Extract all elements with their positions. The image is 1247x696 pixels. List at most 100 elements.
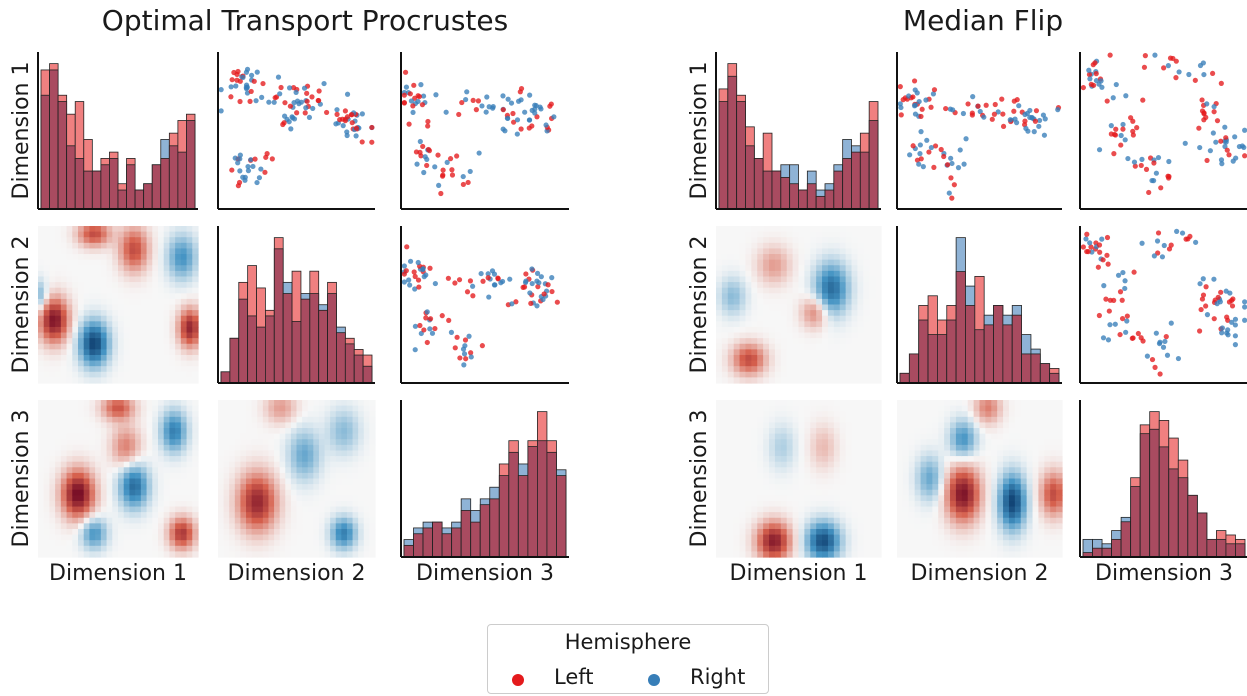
density-cell xyxy=(833,298,841,306)
density-cell xyxy=(851,332,859,339)
density-cell xyxy=(49,354,56,362)
density-cell xyxy=(118,450,125,457)
density-cell xyxy=(851,489,859,496)
density-cell xyxy=(83,293,91,300)
density-cell xyxy=(745,428,752,435)
density-cell xyxy=(335,444,342,452)
density-cell xyxy=(223,489,230,496)
density-cell xyxy=(358,517,365,524)
density-cell xyxy=(798,484,805,491)
scatter-point-left xyxy=(1152,364,1158,370)
scatter-point-right xyxy=(523,278,529,284)
density-cell xyxy=(721,478,729,485)
density-cell xyxy=(839,298,847,306)
density-cell xyxy=(745,517,752,524)
density-cell xyxy=(822,439,829,446)
density-cell xyxy=(49,360,56,367)
density-cell xyxy=(822,371,829,378)
density-cell xyxy=(218,411,225,418)
density-cell xyxy=(89,456,96,463)
density-cell xyxy=(780,242,788,250)
scatter-point-left xyxy=(262,169,268,175)
density-cell xyxy=(163,540,171,547)
density-cell xyxy=(296,416,303,424)
density-cell xyxy=(786,349,794,356)
hist-bar-overlap xyxy=(780,176,791,210)
density-cell xyxy=(180,282,188,289)
density-cell xyxy=(763,478,770,485)
density-cell xyxy=(246,472,253,480)
scatter-point-left xyxy=(353,125,360,131)
density-cell xyxy=(851,366,859,373)
density-cell xyxy=(279,444,286,452)
density-cell xyxy=(733,321,741,328)
density-cell xyxy=(774,523,782,530)
x-axis-label: Dimension 1 xyxy=(49,561,187,586)
density-cell xyxy=(49,310,56,317)
density-cell xyxy=(302,461,309,468)
density-cell xyxy=(72,411,79,418)
density-cell xyxy=(78,439,85,446)
density-cell xyxy=(129,360,136,367)
density-cell xyxy=(780,422,788,429)
density-cell xyxy=(240,400,247,407)
density-cell xyxy=(863,349,870,356)
density-cell xyxy=(158,293,165,300)
density-cell xyxy=(845,343,853,350)
density-cell xyxy=(135,276,142,283)
density-cell xyxy=(78,484,85,491)
density-cell xyxy=(95,298,102,306)
density-cell xyxy=(857,545,864,552)
density-cell xyxy=(223,456,230,463)
density-cell xyxy=(146,248,153,255)
density-cell xyxy=(330,456,337,463)
density-cell xyxy=(83,472,91,480)
density-cell xyxy=(169,528,176,536)
density-cell xyxy=(89,428,96,435)
density-cell xyxy=(83,400,91,407)
density-cell xyxy=(83,270,91,278)
density-cell xyxy=(745,349,752,356)
scatter-point-left xyxy=(417,322,423,329)
density-cell xyxy=(774,439,782,446)
density-cell xyxy=(798,338,805,345)
density-cell xyxy=(112,467,119,474)
density-cell xyxy=(897,411,904,418)
density-cell xyxy=(863,332,870,339)
density-cell xyxy=(158,461,165,468)
density-cell xyxy=(60,254,68,261)
density-cell xyxy=(112,226,119,233)
density-cell xyxy=(816,259,823,266)
scatter-point-right xyxy=(505,96,511,102)
panel-r2-c1-density xyxy=(38,226,199,384)
scatter-point-right xyxy=(949,160,955,167)
density-cell xyxy=(774,242,782,250)
density-cell xyxy=(135,332,142,339)
hist-bar-overlap xyxy=(160,158,170,210)
density-cell xyxy=(129,456,136,463)
density-cell xyxy=(95,354,102,362)
density-cell xyxy=(839,540,847,547)
density-cell xyxy=(106,528,113,536)
scatter-point-left xyxy=(941,153,947,160)
density-cell xyxy=(95,349,102,356)
density-cell xyxy=(43,242,51,250)
density-cell xyxy=(769,517,776,524)
density-cell xyxy=(352,467,359,474)
density-cell xyxy=(192,265,199,272)
scatter-point-left xyxy=(1203,284,1209,290)
density-cell xyxy=(123,523,131,530)
density-cell xyxy=(857,259,864,266)
density-cell xyxy=(920,540,928,547)
density-cell xyxy=(875,523,882,530)
density-cell xyxy=(83,349,91,356)
density-cell xyxy=(798,310,805,317)
hist-bar-overlap xyxy=(168,145,179,210)
density-cell xyxy=(169,450,176,457)
density-cell xyxy=(833,478,841,485)
density-cell xyxy=(60,343,68,350)
density-cell xyxy=(751,226,758,233)
density-cell xyxy=(60,500,68,508)
density-cell xyxy=(257,456,264,463)
density-cell xyxy=(78,416,85,424)
